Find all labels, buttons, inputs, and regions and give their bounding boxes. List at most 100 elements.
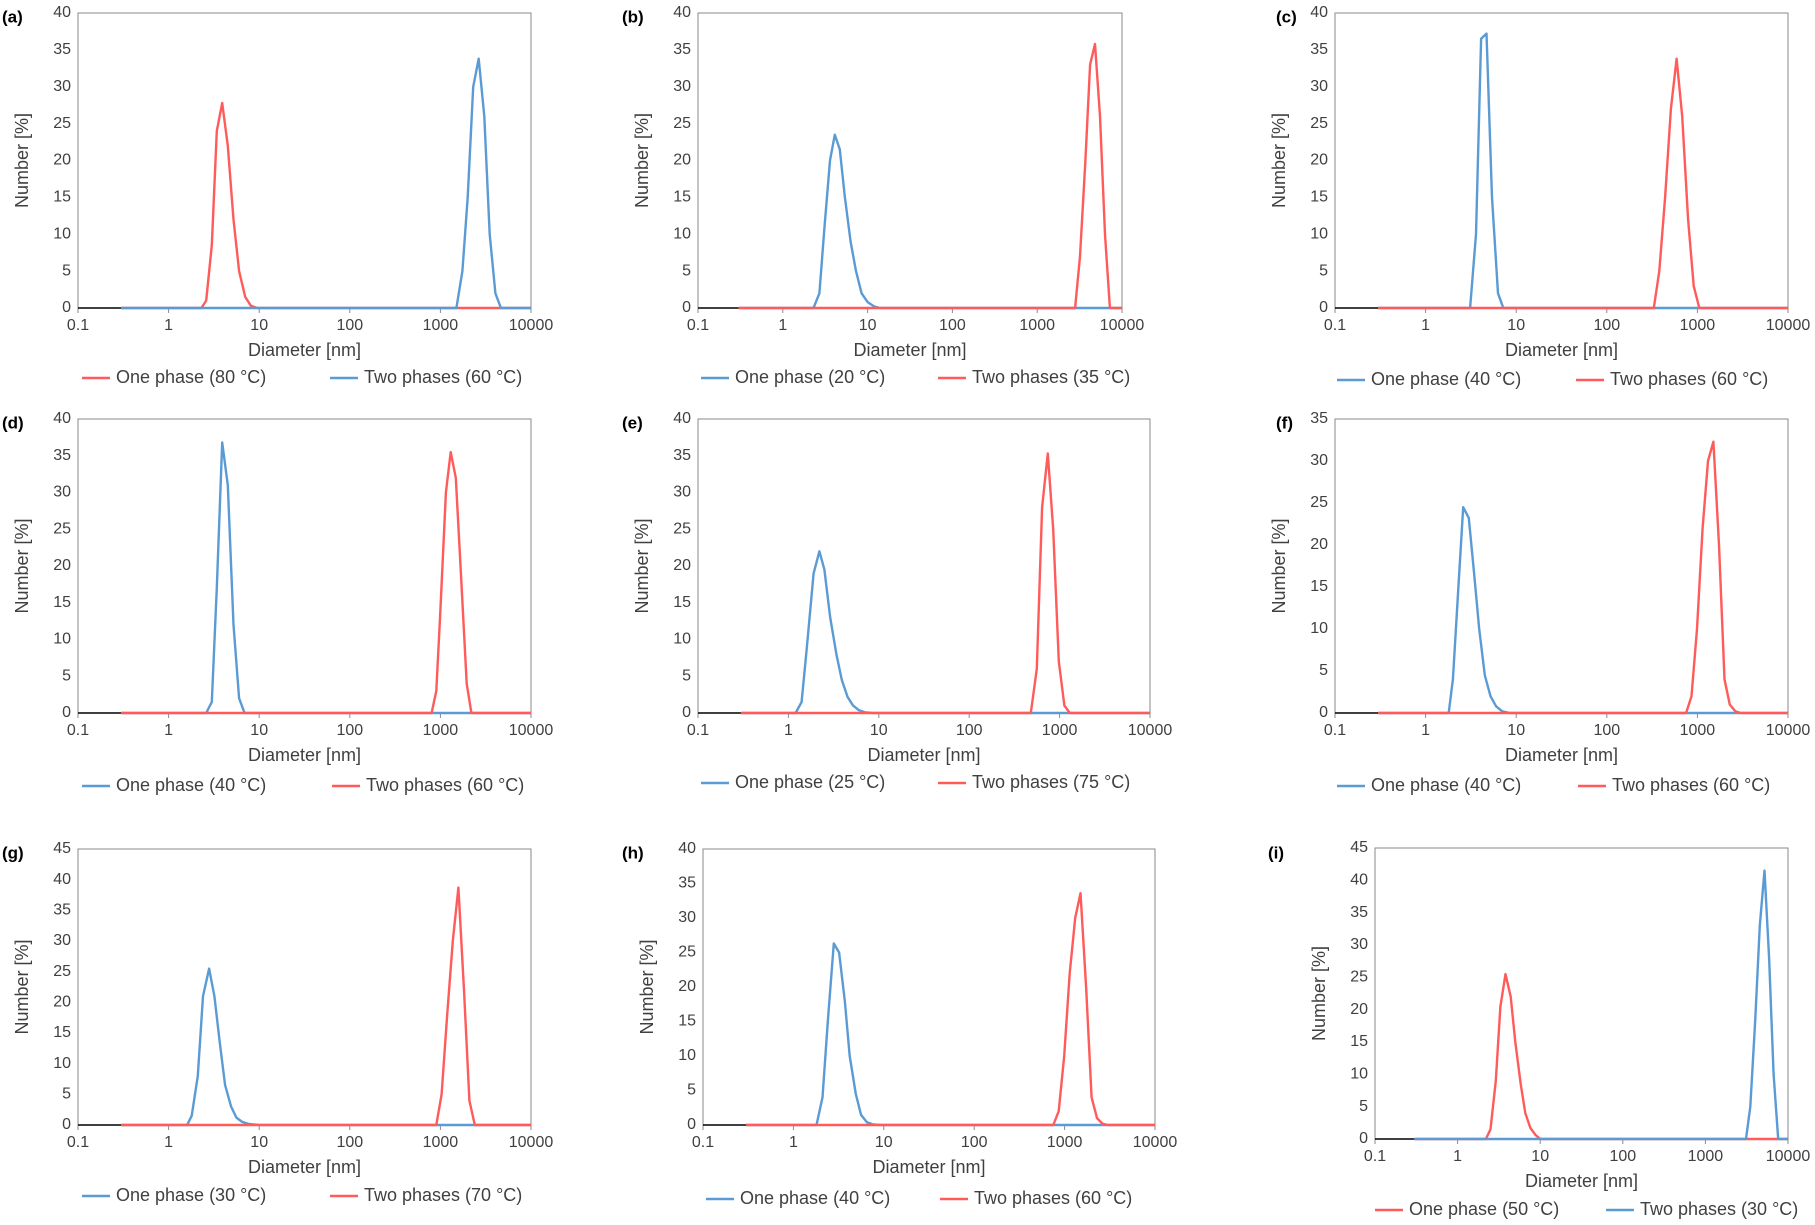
x-tick-label: 1	[1421, 722, 1430, 739]
x-tick-label: 10000	[1766, 722, 1811, 739]
y-tick-label: 25	[1310, 115, 1328, 132]
y-tick-label: 0	[1359, 1130, 1368, 1147]
legend-label: Two phases (35 °C)	[972, 367, 1130, 387]
y-tick-label: 0	[62, 704, 71, 721]
y-tick-label: 25	[673, 520, 691, 537]
x-tick-label: 10	[1531, 1148, 1549, 1165]
x-tick-label: 10	[1507, 317, 1525, 334]
plot-frame	[697, 12, 1123, 309]
y-tick-label: 0	[687, 1116, 696, 1133]
x-tick-label: 100	[336, 722, 363, 739]
y-tick-label: 15	[53, 594, 71, 611]
y-tick-label: 10	[53, 225, 71, 242]
x-axis-title: Diameter [nm]	[248, 340, 361, 360]
y-tick-label: 35	[53, 902, 71, 919]
x-tick-label: 1	[778, 317, 787, 334]
y-tick-label: 30	[1350, 936, 1368, 953]
legend-label: One phase (40 °C)	[1371, 775, 1521, 795]
y-tick-label: 15	[53, 1024, 71, 1041]
y-tick-label: 40	[53, 4, 71, 21]
y-tick-label: 25	[53, 520, 71, 537]
y-tick-label: 35	[1310, 410, 1328, 427]
legend-label: One phase (25 °C)	[735, 772, 885, 792]
y-tick-label: 20	[673, 557, 691, 574]
series-line-one-phase	[1378, 32, 1788, 310]
series-line-two-phases	[121, 886, 531, 1127]
y-axis-title: Number [%]	[632, 518, 652, 613]
y-tick-label: 35	[678, 875, 696, 892]
y-tick-label: 30	[1310, 452, 1328, 469]
x-tick-label: 10000	[1133, 1134, 1178, 1151]
x-axis-title: Diameter [nm]	[1505, 745, 1618, 765]
panel-label: (i)	[1268, 843, 1284, 862]
y-tick-label: 5	[1319, 262, 1328, 279]
y-tick-label: 35	[673, 447, 691, 464]
x-tick-label: 1	[164, 1134, 173, 1151]
y-tick-label: 45	[1350, 839, 1368, 856]
series-line-two-phases	[741, 452, 1150, 715]
x-tick-label: 0.1	[687, 317, 709, 334]
y-tick-label: 15	[1310, 189, 1328, 206]
y-tick-label: 15	[1350, 1033, 1368, 1050]
y-tick-label: 35	[673, 41, 691, 58]
x-tick-label: 1	[789, 1134, 798, 1151]
legend-label: One phase (50 °C)	[1409, 1199, 1559, 1219]
y-tick-label: 5	[62, 667, 71, 684]
x-tick-label: 0.1	[692, 1134, 714, 1151]
y-tick-label: 0	[62, 299, 71, 316]
panel-i: (i) 0 5 10 15 20 25 30 35 40 45 0.1 1 10 100 1000 10000 D…	[1268, 839, 1810, 1219]
y-tick-label: 40	[1310, 4, 1328, 21]
x-tick-label: 100	[1609, 1148, 1636, 1165]
legend-label: Two phases (60 °C)	[1612, 775, 1770, 795]
y-tick-label: 10	[1310, 225, 1328, 242]
series-line-one-phase	[746, 942, 1155, 1127]
y-tick-label: 0	[62, 1116, 71, 1133]
legend-label: Two phases (60 °C)	[364, 367, 522, 387]
legend-label: Two phases (30 °C)	[1640, 1199, 1798, 1219]
x-axis-title: Diameter [nm]	[248, 745, 361, 765]
x-tick-label: 100	[336, 1134, 363, 1151]
x-tick-label: 1	[164, 317, 173, 334]
y-tick-label: 40	[53, 410, 71, 427]
y-axis-title: Number [%]	[12, 939, 32, 1034]
x-tick-label: 1	[1453, 1148, 1462, 1165]
x-tick-label: 10000	[1100, 317, 1145, 334]
plot-frame	[1334, 12, 1789, 309]
y-tick-label: 15	[673, 594, 691, 611]
x-tick-label: 1	[784, 722, 793, 739]
x-tick-label: 100	[961, 1134, 988, 1151]
y-tick-label: 30	[53, 484, 71, 501]
y-tick-label: 10	[678, 1047, 696, 1064]
y-tick-label: 5	[687, 1082, 696, 1099]
x-tick-label: 10	[859, 317, 877, 334]
panel-label: (d)	[2, 413, 24, 432]
y-tick-label: 10	[1350, 1066, 1368, 1083]
x-tick-label: 10	[870, 722, 888, 739]
panel-label: (f)	[1276, 413, 1293, 432]
y-axis-title: Number [%]	[632, 113, 652, 208]
x-axis-title: Diameter [nm]	[248, 1157, 361, 1177]
legend-label: One phase (40 °C)	[1371, 369, 1521, 389]
y-axis-title: Number [%]	[12, 518, 32, 613]
y-tick-label: 40	[678, 840, 696, 857]
x-tick-label: 10	[250, 317, 268, 334]
x-tick-label: 0.1	[1324, 722, 1346, 739]
legend-label: Two phases (60 °C)	[366, 775, 524, 795]
y-tick-label: 25	[53, 115, 71, 132]
y-tick-label: 40	[53, 871, 71, 888]
x-axis-title: Diameter [nm]	[1525, 1171, 1638, 1191]
x-tick-label: 1	[164, 722, 173, 739]
y-tick-label: 30	[678, 909, 696, 926]
y-tick-label: 5	[1359, 1098, 1368, 1115]
y-tick-label: 20	[1350, 1001, 1368, 1018]
y-tick-label: 25	[53, 963, 71, 980]
panel-b: (b) 0 5 10 15 20 25 30 35 40 0.1 1 10 100 1000 10000 Dia…	[622, 4, 1144, 387]
series-line-two-phases	[738, 42, 1122, 310]
y-tick-label: 40	[673, 4, 691, 21]
y-tick-label: 0	[682, 299, 691, 316]
y-tick-label: 0	[1319, 704, 1328, 721]
y-tick-label: 20	[53, 152, 71, 169]
x-axis-title: Diameter [nm]	[867, 745, 980, 765]
panel-label: (h)	[622, 843, 644, 862]
x-tick-label: 0.1	[1364, 1148, 1386, 1165]
